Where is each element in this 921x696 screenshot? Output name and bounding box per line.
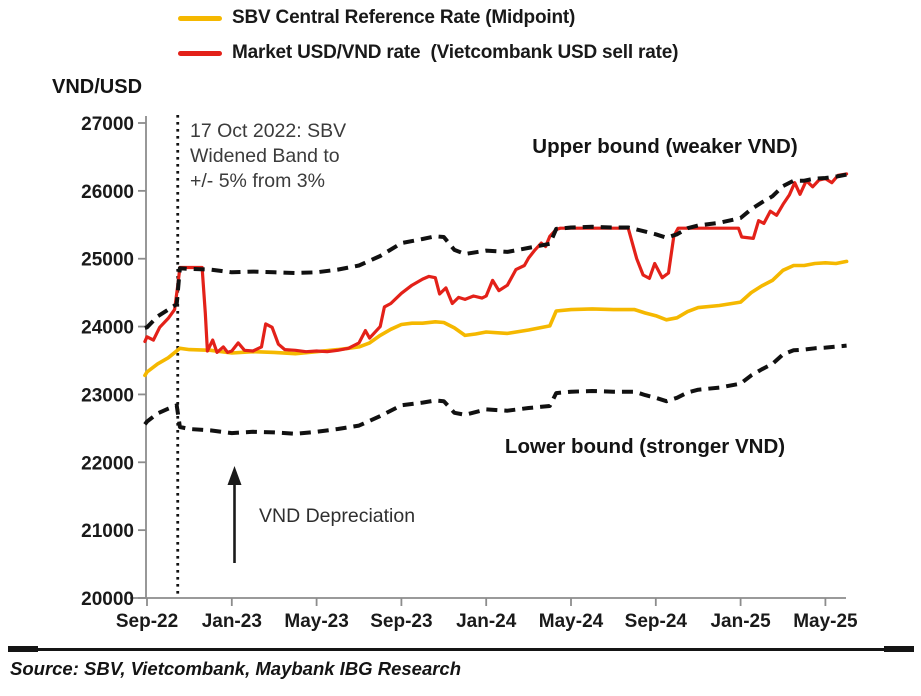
x-tick-label: May-24 — [539, 611, 604, 632]
annotations-group: 17 Oct 2022: SBV Widened Band to +/- 5% … — [190, 120, 798, 563]
midpoint-line-swatch — [178, 15, 222, 21]
y-tick-label: 26000 — [81, 182, 134, 203]
x-tick-label: Jan-24 — [456, 611, 517, 632]
depreciation-label: VND Depreciation — [259, 505, 415, 527]
y-tick-label: 21000 — [81, 521, 134, 542]
chart-legend: SBV Central Reference Rate (Midpoint) Ma… — [178, 6, 678, 65]
legend-label-market-rate: Market USD/VND rate (Vietcombank USD sel… — [232, 42, 679, 63]
x-tick-label: May-25 — [793, 611, 858, 632]
exchange-rate-chart: 27000 26000 25000 24000 23000 22000 21000 20000… — [81, 114, 858, 632]
legend-item-market-rate: Market USD/VND rate (Vietcombank USD sel… — [178, 41, 678, 65]
x-tick-label: Jan-25 — [710, 611, 771, 632]
upper-bound-label: Upper bound (weaker VND) — [532, 135, 797, 158]
axes-group: 27000 26000 25000 24000 23000 22000 21000 20000… — [81, 114, 858, 632]
legend-item-midpoint: SBV Central Reference Rate (Midpoint) — [178, 6, 678, 30]
lower-bound-series-line — [143, 343, 847, 436]
depreciation-arrow-head — [227, 466, 242, 485]
y-tick-label: 25000 — [81, 250, 134, 271]
series-group — [143, 172, 849, 436]
y-tick-label: 27000 — [81, 114, 134, 135]
y-tick-label: 22000 — [81, 453, 134, 474]
x-tick-label: May-23 — [284, 611, 348, 632]
y-tick-label: 23000 — [81, 385, 134, 406]
midpoint-series-line — [143, 259, 849, 378]
upper-bound-series-line — [144, 172, 847, 330]
x-tick-label: Jan-23 — [202, 611, 262, 632]
lower-bound-label: Lower bound (stronger VND) — [505, 435, 785, 458]
x-tick-label: Sep-24 — [625, 611, 688, 632]
source-divider-line — [8, 646, 914, 652]
market-series-line — [143, 172, 849, 354]
market-rate-line-swatch — [178, 50, 222, 56]
band-widening-note-line3: +/- 5% from 3% — [190, 170, 325, 192]
legend-label-midpoint: SBV Central Reference Rate (Midpoint) — [232, 7, 576, 28]
y-tick-label: 20000 — [81, 589, 134, 610]
band-widening-note-line1: 17 Oct 2022: SBV — [190, 120, 346, 142]
y-tick-label: 24000 — [81, 318, 134, 339]
source-text: Source: SBV, Vietcombank, Maybank IBG Re… — [10, 658, 462, 679]
x-tick-label: Sep-23 — [370, 611, 432, 632]
x-tick-label: Sep-22 — [116, 611, 178, 632]
y-axis-title: VND/USD — [52, 76, 143, 98]
band-widening-note-line2: Widened Band to — [190, 145, 340, 167]
